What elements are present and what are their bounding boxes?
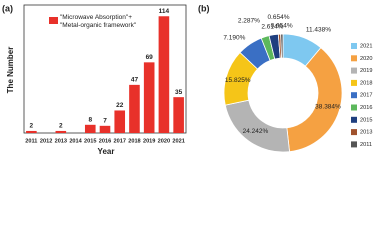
- value-label: 114: [159, 8, 170, 15]
- value-label: 2: [59, 123, 63, 130]
- x-axis-label: Year: [98, 147, 115, 156]
- value-label: 8: [88, 117, 92, 124]
- x-tick-label: 2011: [25, 138, 37, 144]
- bar: [143, 62, 155, 133]
- legend-label: 2021: [360, 43, 372, 49]
- value-label: 2: [30, 123, 34, 130]
- value-label: 7.190%: [223, 34, 245, 41]
- donut-slice: [224, 99, 290, 153]
- legend-swatch: [351, 67, 357, 74]
- value-label: 38.384%: [315, 103, 341, 110]
- legend-swatch: [351, 55, 357, 62]
- legend-label: 2016: [360, 105, 372, 111]
- donut-slice: [280, 33, 284, 59]
- figure: (a) The Number Year (b) 2011 2 2012 2013 2 20…: [2, 3, 373, 157]
- bar: [55, 130, 67, 133]
- legend-label: 2011: [360, 142, 372, 148]
- legend-text: "Microwave Absorption"+ "Metal-organic f…: [60, 14, 137, 29]
- value-label: 0.654%: [271, 23, 293, 30]
- legend-label: 2018: [360, 80, 372, 86]
- bar: [114, 110, 126, 133]
- bar: [129, 84, 140, 133]
- bar: [99, 125, 111, 133]
- x-tick-label: 2015: [84, 138, 96, 144]
- legend-swatch: [351, 43, 357, 49]
- legend-swatch: [351, 92, 357, 99]
- value-label: 15.825%: [225, 77, 251, 84]
- legend-label: 2019: [360, 68, 372, 74]
- x-tick-label: 2020: [158, 138, 170, 144]
- legend-label: 2017: [360, 93, 372, 99]
- bar: [26, 130, 37, 133]
- bar: [84, 124, 96, 133]
- value-label: 24.242%: [243, 128, 269, 135]
- legend-swatch: [351, 79, 357, 86]
- bar: [158, 16, 170, 133]
- value-label: 2.287%: [238, 17, 260, 24]
- value-label: 0.654%: [267, 14, 289, 21]
- value-label: 69: [146, 54, 154, 61]
- value-label: 35: [175, 89, 183, 96]
- legend-swatch: [351, 104, 357, 111]
- donut-slice: [286, 47, 343, 153]
- value-label: 22: [116, 102, 124, 109]
- x-tick-label: 2016: [99, 138, 111, 144]
- bar: [173, 97, 184, 133]
- value-label: 11.438%: [306, 27, 331, 34]
- x-tick-label: 2012: [40, 138, 52, 144]
- legend-label: 2015: [360, 117, 372, 123]
- legend-swatch: [49, 17, 58, 24]
- legend-swatch: [351, 129, 357, 136]
- value-label: 7: [103, 118, 107, 125]
- value-label: 2.614%: [261, 24, 283, 31]
- panel-label: (a): [2, 3, 13, 13]
- x-tick-label: 2017: [114, 138, 126, 144]
- x-tick-label: 2018: [128, 138, 140, 144]
- legend-swatch: [351, 116, 357, 123]
- x-tick-label: 2013: [55, 138, 67, 144]
- x-tick-label: 2021: [172, 138, 184, 144]
- x-tick-label: 2019: [143, 138, 155, 144]
- legend-swatch: [351, 141, 357, 148]
- y-axis-label: The Number: [6, 47, 15, 94]
- x-tick-label: 2014: [69, 138, 82, 144]
- panel-label: (b): [198, 3, 210, 13]
- legend-label: 2020: [360, 56, 372, 62]
- legend-label: 2013: [360, 130, 372, 136]
- value-label: 47: [131, 77, 139, 84]
